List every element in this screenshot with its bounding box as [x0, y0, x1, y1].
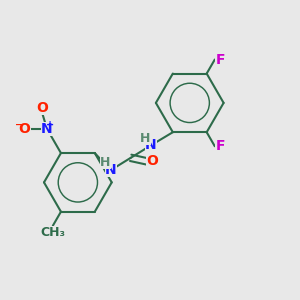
Text: O: O: [146, 154, 158, 168]
Text: CH₃: CH₃: [40, 226, 65, 239]
Text: O: O: [37, 101, 49, 115]
Text: N: N: [145, 139, 157, 152]
Text: −: −: [15, 120, 23, 130]
Text: F: F: [215, 52, 225, 67]
Text: H: H: [140, 132, 151, 145]
Text: O: O: [19, 122, 31, 136]
Text: +: +: [46, 120, 55, 130]
Text: F: F: [215, 139, 225, 153]
Text: N: N: [105, 163, 116, 177]
Text: H: H: [100, 156, 111, 169]
Text: N: N: [41, 122, 53, 136]
